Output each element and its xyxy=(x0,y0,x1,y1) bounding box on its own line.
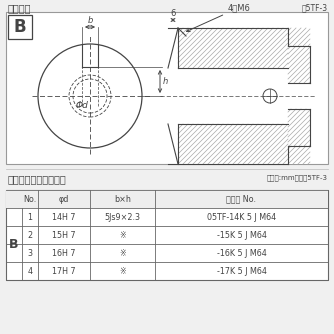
Text: 軸穴形状: 軸穴形状 xyxy=(8,3,31,13)
Text: No.: No. xyxy=(23,194,37,203)
Text: 6: 6 xyxy=(170,9,176,18)
Bar xyxy=(6,190,328,208)
Text: コード No.: コード No. xyxy=(226,194,257,203)
Text: 4－M6: 4－M6 xyxy=(186,3,251,31)
Text: φd: φd xyxy=(59,194,69,203)
Text: 05TF-14K 5 J M64: 05TF-14K 5 J M64 xyxy=(207,212,276,221)
Text: 16H 7: 16H 7 xyxy=(52,248,76,258)
Bar xyxy=(6,190,328,280)
Text: 1: 1 xyxy=(27,212,32,221)
Text: 17H 7: 17H 7 xyxy=(52,267,76,276)
Text: Φd: Φd xyxy=(75,101,88,110)
Text: 15H 7: 15H 7 xyxy=(52,230,76,239)
Bar xyxy=(8,15,32,39)
Text: ※: ※ xyxy=(119,248,126,258)
Text: 4: 4 xyxy=(27,267,32,276)
Text: ※: ※ xyxy=(119,230,126,239)
Text: 5Js9×2.3: 5Js9×2.3 xyxy=(105,212,141,221)
Text: B: B xyxy=(9,237,19,250)
Text: 3: 3 xyxy=(27,248,32,258)
Text: 14H 7: 14H 7 xyxy=(52,212,76,221)
Text: b: b xyxy=(87,16,93,25)
Text: 図5TF-3: 図5TF-3 xyxy=(302,3,328,12)
Text: 軸穴形状コード一覧表: 軸穴形状コード一覧表 xyxy=(8,174,67,184)
Text: 2: 2 xyxy=(27,230,32,239)
Text: ※: ※ xyxy=(119,267,126,276)
Text: B: B xyxy=(14,18,26,36)
Text: b×h: b×h xyxy=(114,194,131,203)
Text: （単位:mm）　表5TF-3: （単位:mm） 表5TF-3 xyxy=(267,174,328,181)
Text: -16K 5 J M64: -16K 5 J M64 xyxy=(217,248,267,258)
Text: h: h xyxy=(163,77,168,86)
Text: -15K 5 J M64: -15K 5 J M64 xyxy=(216,230,267,239)
Text: -17K 5 J M64: -17K 5 J M64 xyxy=(216,267,267,276)
Bar xyxy=(168,28,310,164)
Bar xyxy=(6,12,328,164)
